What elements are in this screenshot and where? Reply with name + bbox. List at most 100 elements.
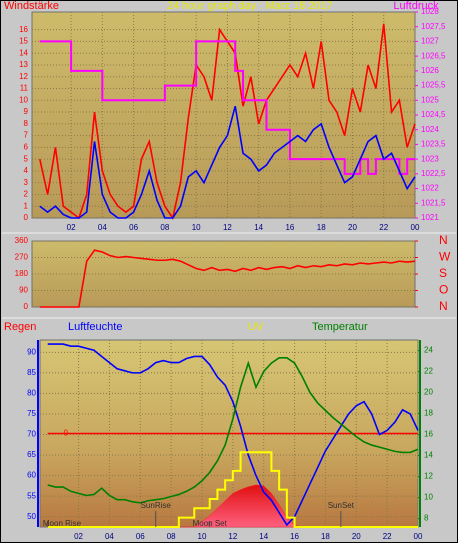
y2-tick-label: 18	[424, 409, 433, 418]
y2-tick-label: 22	[424, 367, 433, 376]
y-tick-label: 70	[27, 430, 36, 439]
y-tick-label: 180	[15, 269, 29, 278]
y2-tick-label: 1024	[421, 125, 439, 134]
y-tick-label: 3	[24, 178, 29, 187]
y2-tick-label: W	[439, 250, 451, 264]
legend-label: Temperatur	[312, 321, 368, 333]
y-tick-label: 6	[24, 142, 29, 151]
plot-area	[31, 11, 416, 219]
y-tick-label: 0	[24, 302, 29, 311]
y2-tick-label: 1024,5	[421, 110, 446, 119]
x-tick-label: 04	[98, 223, 107, 232]
y-tick-label: 360	[15, 236, 29, 245]
y-tick-label: 7	[24, 131, 29, 140]
y2-tick-label: 1026,5	[421, 51, 446, 60]
y2-tick-label: 1028	[421, 7, 439, 16]
y2-tick-label: 14	[424, 451, 433, 460]
sun-event-label: SunSet	[328, 501, 355, 510]
series-line	[47, 343, 419, 527]
x-tick-label: 06	[129, 223, 138, 232]
legend-label: Regen	[4, 321, 36, 333]
y2-tick-label: 1026	[421, 66, 439, 75]
y2-tick-label: 1021,5	[421, 198, 446, 207]
y-tick-label: 50	[27, 512, 36, 521]
y-tick-label: 8	[24, 119, 29, 128]
x-tick-label: 02	[67, 223, 76, 232]
moon-event-label: Moon Rise	[43, 519, 82, 528]
moon-event-label: Moon Set	[193, 519, 228, 528]
x-tick-label: 18	[317, 223, 326, 232]
y2-tick-label: 1025	[421, 95, 439, 104]
x-tick-label: 20	[348, 223, 357, 232]
legend-label: Luftfeuchte	[68, 321, 122, 333]
x-tick-label: 08	[160, 223, 169, 232]
y2-tick-label: 1027	[421, 37, 439, 46]
y-tick-label: 12	[19, 72, 28, 81]
x-tick-label: 12	[223, 223, 232, 232]
y-tick-label: 85	[27, 368, 36, 377]
sun-event-label: SunRise	[141, 501, 172, 510]
y-tick-label: 75	[27, 409, 36, 418]
y-tick-label: 5	[24, 154, 29, 163]
y2-tick-label: 1021	[421, 213, 439, 222]
x-tick-label: 14	[259, 532, 268, 541]
y2-tick-label: 1022,5	[421, 169, 446, 178]
y-tick-label: 65	[27, 450, 36, 459]
y2-tick-label: N	[439, 299, 448, 313]
y2-tick-label: 1022	[421, 184, 439, 193]
y2-tick-label: N	[439, 233, 448, 247]
x-tick-label: 12	[228, 532, 237, 541]
x-tick-label: 04	[105, 532, 114, 541]
series-line	[39, 40, 415, 175]
series-line	[39, 249, 416, 308]
x-tick-label: 22	[383, 532, 392, 541]
x-tick-label: 16	[285, 223, 294, 232]
y-tick-label: 9	[24, 107, 29, 116]
y2-tick-label: 1023	[421, 154, 439, 163]
y-tick-label: 270	[15, 253, 29, 262]
y2-tick-label: 1023,5	[421, 140, 446, 149]
y-tick-label: 80	[27, 389, 36, 398]
y2-tick-label: 1027,5	[421, 22, 446, 31]
x-tick-label: 10	[192, 223, 201, 232]
y2-tick-label: 20	[424, 388, 433, 397]
x-tick-label: 00	[411, 223, 420, 232]
y-tick-label: 4	[24, 166, 29, 175]
x-tick-label: 00	[414, 532, 423, 541]
wind-label: Windstärke	[4, 0, 59, 12]
x-tick-label: 08	[167, 532, 176, 541]
x-tick-label: 02	[74, 532, 83, 541]
y-tick-label: 60	[27, 471, 36, 480]
y2-tick-label: 1025,5	[421, 81, 446, 90]
y-tick-label: 14	[19, 48, 28, 57]
x-tick-label: 06	[136, 532, 145, 541]
series-line	[47, 451, 418, 528]
chart-title: 24 hour graph day : Marz 18 2017	[167, 0, 333, 12]
y2-tick-label: 16	[424, 430, 433, 439]
y-tick-label: 2	[24, 190, 29, 199]
x-tick-label: 18	[321, 532, 330, 541]
x-tick-label: 20	[352, 532, 361, 541]
y2-tick-label: 12	[424, 472, 433, 481]
x-tick-label: 14	[254, 223, 263, 232]
legend-label: UV	[248, 321, 264, 333]
y-tick-label: 15	[19, 37, 28, 46]
y2-tick-label: O	[439, 283, 448, 297]
y-tick-label: 11	[20, 84, 29, 93]
pressure-label: Luftdruck	[393, 0, 439, 12]
x-tick-label: 16	[290, 532, 299, 541]
series-line	[39, 105, 416, 219]
y2-tick-label: 10	[424, 493, 433, 502]
y-tick-label: 16	[19, 25, 28, 34]
y2-tick-label: S	[439, 266, 447, 280]
series-line	[47, 357, 419, 504]
x-tick-label: 22	[379, 223, 388, 232]
x-tick-label: 10	[198, 532, 207, 541]
y-tick-label: 0	[24, 213, 29, 222]
y-tick-label: 90	[19, 286, 28, 295]
y-tick-label: 55	[27, 491, 36, 500]
y-tick-label: 13	[19, 60, 28, 69]
y2-tick-label: 24	[424, 346, 433, 355]
y-tick-label: 90	[27, 347, 36, 356]
